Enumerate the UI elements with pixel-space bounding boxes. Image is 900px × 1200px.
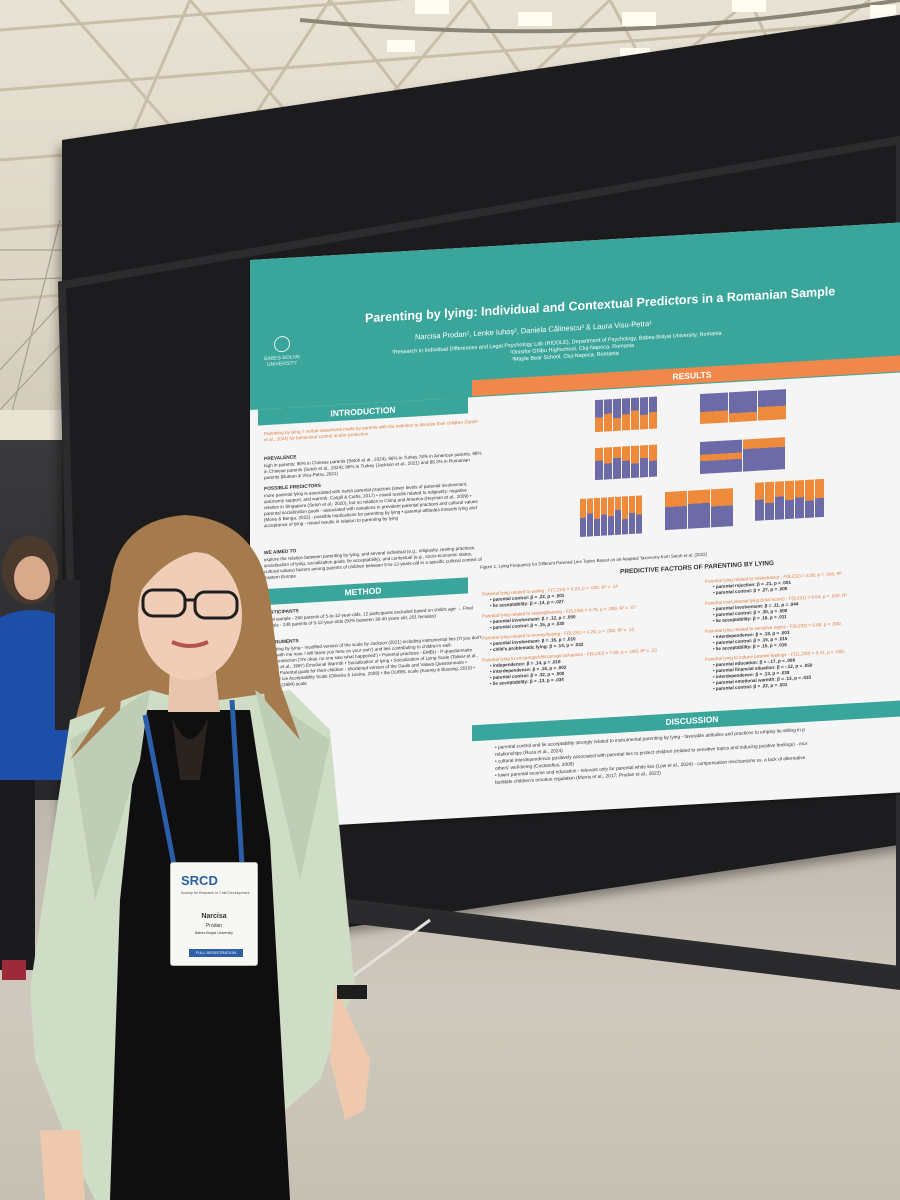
badge-last-name: Prodan <box>205 923 223 929</box>
conference-badge: SRCD Society for Research in Child Devel… <box>170 862 258 966</box>
badge-brand: SRCD <box>181 873 218 888</box>
badge-institution: Babes-Bolyai University <box>195 931 233 935</box>
background-person <box>0 536 80 980</box>
badge-registration-strip: FULL REGISTRATION <box>189 949 243 957</box>
badge-first-name: Narcisa <box>201 913 227 920</box>
badge-subtitle: Society for Research in Child Developmen… <box>181 891 250 895</box>
